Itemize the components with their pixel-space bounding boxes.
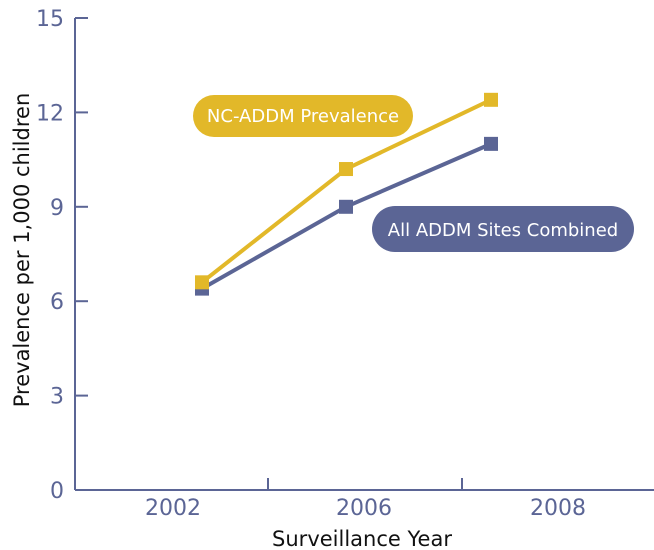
- x-axis-title: Surveillance Year: [272, 527, 452, 550]
- legend-badge-label: All ADDM Sites Combined: [388, 220, 618, 241]
- series-nc-addm: [195, 92, 498, 290]
- y-axis-title: Prevalence per 1,000 children: [10, 93, 34, 408]
- y-tick-label: 3: [50, 385, 64, 410]
- axes: [74, 18, 654, 491]
- data-point-marker: [339, 162, 353, 177]
- y-tick-label: 12: [36, 101, 64, 126]
- x-tick-label: 2002: [145, 496, 201, 521]
- y-ticks: 0 3 6 9 12 15: [36, 7, 88, 504]
- y-tick-label: 9: [50, 196, 64, 221]
- x-tick-label: 2006: [336, 496, 392, 521]
- legend-badge-nc-addm: NC-ADDM Prevalence: [193, 95, 413, 137]
- data-point-marker: [195, 275, 209, 290]
- legend-badge-background: [193, 95, 413, 137]
- x-ticks: 2002 2006 2008: [145, 478, 586, 521]
- legend-badges: NC-ADDM Prevalence All ADDM Sites Combine…: [193, 95, 634, 252]
- y-tick-label: 6: [50, 290, 64, 315]
- data-point-marker: [484, 92, 498, 107]
- y-tick-label: 15: [36, 7, 64, 32]
- y-tick-label: 0: [50, 479, 64, 504]
- legend-badge-label: NC-ADDM Prevalence: [207, 106, 399, 127]
- x-tick-label: 2008: [530, 496, 586, 521]
- legend-badge-all-addm: All ADDM Sites Combined: [372, 206, 634, 252]
- series-layer: [195, 92, 498, 296]
- data-point-marker: [339, 199, 353, 214]
- data-point-marker: [484, 136, 498, 151]
- legend-badge-background: [372, 206, 634, 252]
